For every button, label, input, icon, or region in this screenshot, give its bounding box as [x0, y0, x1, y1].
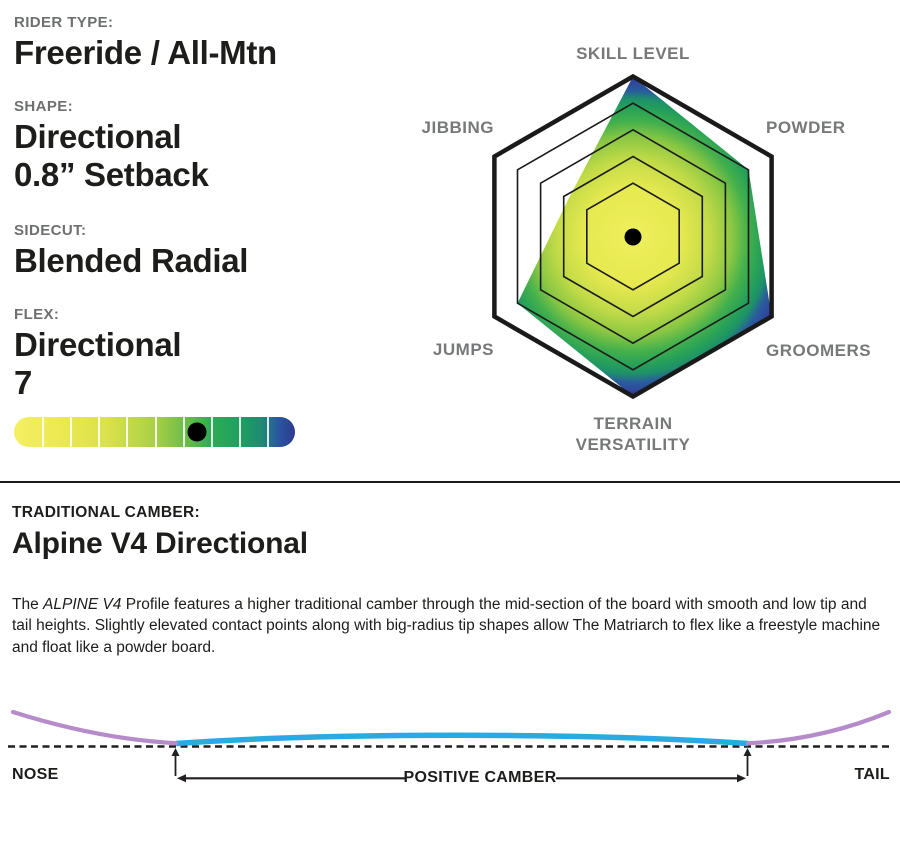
contact-point-arrows: [171, 748, 752, 776]
camber-description-lead: The: [12, 595, 44, 613]
positive-camber-measure-line: [177, 774, 746, 783]
camber-profile-diagram: [8, 709, 893, 783]
radar-grid-ring: [562, 155, 704, 318]
radar-grid-ring: [585, 182, 681, 291]
radar-grid-ring: [516, 102, 750, 371]
radar-fill-polygon: [517, 76, 772, 397]
radar-center-dot: [624, 228, 642, 246]
section-divider: [0, 481, 900, 483]
camber-heading: TRADITIONAL CAMBER:: [12, 504, 200, 521]
flex-value: Directional 7: [14, 326, 182, 401]
radar-label-powder: POWDER: [766, 118, 846, 137]
radar-grid-ring: [492, 73, 774, 400]
radar-label-jumps: JUMPS: [432, 340, 494, 359]
flex-bar-divider: [98, 417, 101, 447]
sidecut-label: SIDECUT:: [14, 222, 87, 239]
camber-description: The ALPINE V4 Profile features a higher …: [12, 594, 890, 659]
flex-bar-divider: [70, 417, 73, 447]
radar-grid-ring: [539, 128, 727, 345]
flex-bar-divider: [238, 417, 241, 447]
flex-scale-marker: [187, 422, 207, 442]
radar-label-groomers: GROOMERS: [766, 341, 872, 360]
tail-label: TAIL: [854, 766, 890, 783]
radar-label-skill-level: SKILL LEVEL: [576, 44, 690, 63]
rider-type-value: Freeride / All-Mtn: [14, 34, 277, 71]
shape-label: SHAPE:: [14, 98, 74, 115]
flex-bar-divider: [210, 417, 213, 447]
shape-value: Directional 0.8” Setback: [14, 118, 209, 193]
flex-bar-divider: [266, 417, 269, 447]
radar-label-jibbing: JIBBING: [421, 118, 494, 137]
flex-scale-bar: [14, 417, 295, 447]
radar-label-terrain-versatility: TERRAIN VERSATILITY: [575, 414, 691, 454]
flex-label: FLEX:: [14, 306, 60, 323]
nose-rocker-curve: [10, 709, 179, 746]
sidecut-value: Blended Radial: [14, 242, 249, 279]
positive-camber-curve: [175, 732, 749, 747]
camber-description-body: Profile features a higher traditional ca…: [12, 595, 881, 656]
flex-bar-divider: [42, 417, 45, 447]
flex-bar-divider: [154, 417, 157, 447]
ability-radar-chart: [492, 73, 774, 400]
flex-bar-divider: [182, 417, 185, 447]
nose-label: NOSE: [12, 766, 59, 783]
camber-title: Alpine V4 Directional: [12, 527, 308, 560]
tail-rocker-curve: [745, 709, 892, 746]
camber-description-profile-name: ALPINE V4: [43, 595, 122, 613]
positive-camber-label: POSITIVE CAMBER: [403, 769, 557, 786]
flex-bar-divider: [126, 417, 129, 447]
rider-type-label: RIDER TYPE:: [14, 14, 114, 31]
